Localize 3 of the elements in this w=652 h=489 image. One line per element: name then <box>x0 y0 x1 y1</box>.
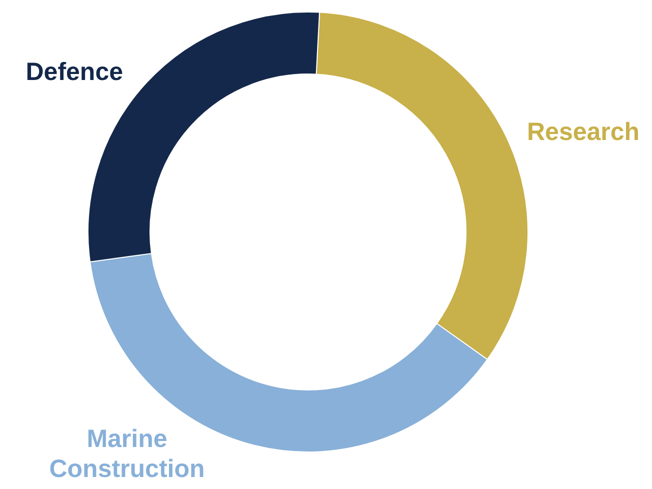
slice-label: Marine Construction <box>49 424 205 483</box>
slice-label: Defence <box>26 58 124 86</box>
slice-label: Research <box>527 118 640 146</box>
